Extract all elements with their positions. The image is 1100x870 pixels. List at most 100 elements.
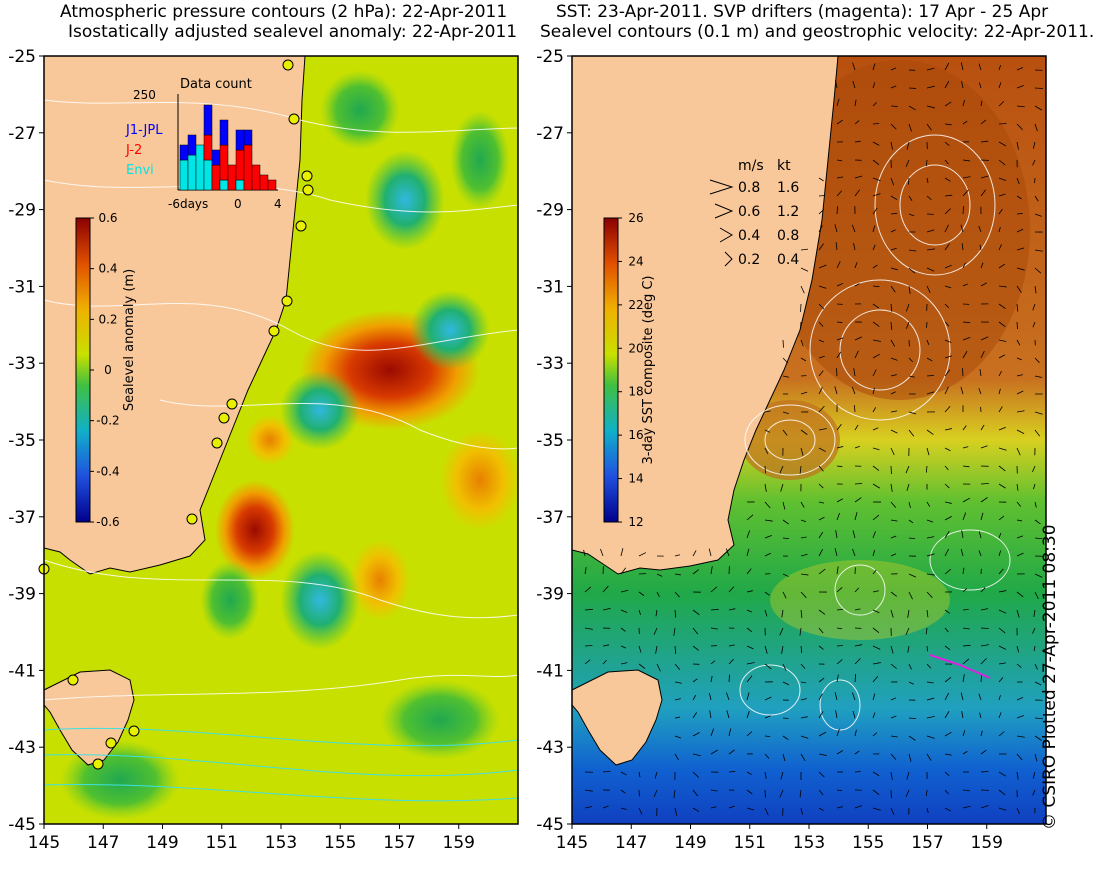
velocity-arrow (692, 753, 701, 757)
velocity-arrow (1016, 267, 1025, 271)
velocity-arrow (800, 391, 808, 395)
left-title-line1: Atmospheric pressure contours (2 hPa): 2… (60, 2, 508, 22)
velocity-arrow (834, 386, 838, 395)
left-lon-label: 145 (28, 833, 60, 853)
velocity-arrow (728, 674, 730, 683)
velocity-arrow (1016, 228, 1024, 233)
velocity-arrow (944, 243, 950, 251)
velocity-arrow (890, 501, 897, 508)
velocity-arrow (872, 321, 880, 327)
inset-xlabel-0: 0 (234, 197, 242, 211)
velocity-arrow (1016, 247, 1025, 251)
velocity-arrow (926, 681, 934, 684)
velocity-arrow (905, 321, 910, 329)
velocity-arrow (944, 609, 951, 614)
sla-high-anomaly-2 (215, 480, 295, 580)
velocity-arrow (1016, 663, 1022, 668)
right-lat-axis: -25 -27 -29 -31 -33 -35 -37 -39 -41 -43 -45 (536, 47, 572, 835)
velocity-arrow (872, 609, 880, 614)
velocity-arrow (998, 568, 1004, 575)
velocity-arrow (799, 627, 802, 636)
velocity-arrow (978, 550, 982, 557)
sst-colorbar-tick-label: 16 (628, 428, 643, 442)
inset-bar (179, 144, 189, 161)
velocity-arrow (836, 659, 843, 665)
velocity-arrow (890, 697, 897, 701)
velocity-arrow (818, 387, 823, 395)
velocity-arrow (872, 207, 878, 215)
velocity-arrow (978, 63, 982, 71)
velocity-arrow (998, 532, 1002, 539)
velocity-arrow (818, 209, 825, 215)
velocity-arrow (906, 483, 910, 491)
velocity-arrow (584, 627, 593, 630)
sla-colorbar-tick-label: -0.4 (96, 464, 119, 478)
velocity-arrow (872, 732, 878, 737)
velocity-arrow (998, 515, 1005, 521)
velocity-arrow (836, 98, 840, 107)
velocity-arrow (1032, 159, 1036, 166)
sla-green-patch (200, 560, 260, 640)
velocity-arrow (800, 591, 807, 599)
inset-bar (179, 159, 189, 191)
velocity-arrow (926, 267, 935, 272)
velocity-arrow (852, 692, 856, 701)
velocity-arrow (998, 64, 1001, 71)
velocity-arrow (905, 789, 910, 797)
velocity-arrow (710, 749, 719, 755)
velocity-arrow (1034, 735, 1042, 741)
velocity-arrow (638, 591, 645, 596)
velocity-arrow (944, 123, 952, 126)
velocity-arrow (620, 627, 626, 632)
velocity-arrow (746, 530, 751, 539)
velocity-arrow (998, 550, 1002, 557)
velocity-arrow (654, 771, 658, 779)
tide-gauges (38, 59, 314, 770)
inset-bar (203, 159, 213, 191)
velocity-arrow (653, 627, 658, 635)
velocity-arrow (908, 375, 915, 378)
velocity-arrow (998, 141, 1007, 147)
velocity-arrow (818, 483, 824, 489)
velocity-arrow (944, 101, 952, 107)
right-lon-label: 147 (615, 833, 647, 853)
velocity-arrow (835, 242, 838, 251)
velocity-arrow (764, 519, 773, 522)
velocity-arrow (674, 698, 681, 701)
velocity-arrow (998, 177, 1007, 182)
velocity-arrow (962, 99, 965, 107)
velocity-arrow (962, 189, 969, 197)
velocity-arrow (620, 807, 627, 810)
velocity-kt-value: 1.2 (777, 204, 799, 220)
velocity-arrow (962, 465, 970, 468)
velocity-arrow (872, 407, 877, 413)
velocity-arrow (872, 264, 878, 269)
velocity-arrow (872, 590, 879, 593)
velocity-arrow (944, 303, 950, 309)
velocity-arrow (726, 710, 730, 719)
velocity-arrow (583, 549, 586, 557)
velocity-arrow (782, 501, 786, 510)
velocity-arrow (764, 535, 772, 539)
velocity-arrow (746, 731, 753, 737)
inset-bar (243, 144, 253, 191)
velocity-arrow (926, 501, 931, 507)
sla-green-patch-2 (320, 70, 400, 150)
right-lat-label: -37 (536, 508, 564, 528)
velocity-arrow (890, 519, 898, 522)
velocity-arrow (926, 195, 932, 201)
velocity-arrow (602, 607, 611, 611)
velocity-arrow (1034, 267, 1042, 274)
velocity-arrow (799, 465, 802, 474)
velocity-arrow (998, 226, 1001, 233)
velocity-arrow (656, 573, 663, 577)
velocity-arrow (602, 770, 611, 773)
sst-colorbar: 26 24 22 20 18 16 14 12 3-day SST composite (de… (603, 211, 656, 529)
sealevel-contours (739, 134, 1011, 731)
velocity-arrow (782, 357, 789, 364)
sla-colorbar-tick-label: -0.6 (96, 515, 119, 529)
velocity-arrow (673, 627, 676, 636)
velocity-arrow (890, 645, 894, 654)
velocity-arrow (818, 753, 827, 756)
